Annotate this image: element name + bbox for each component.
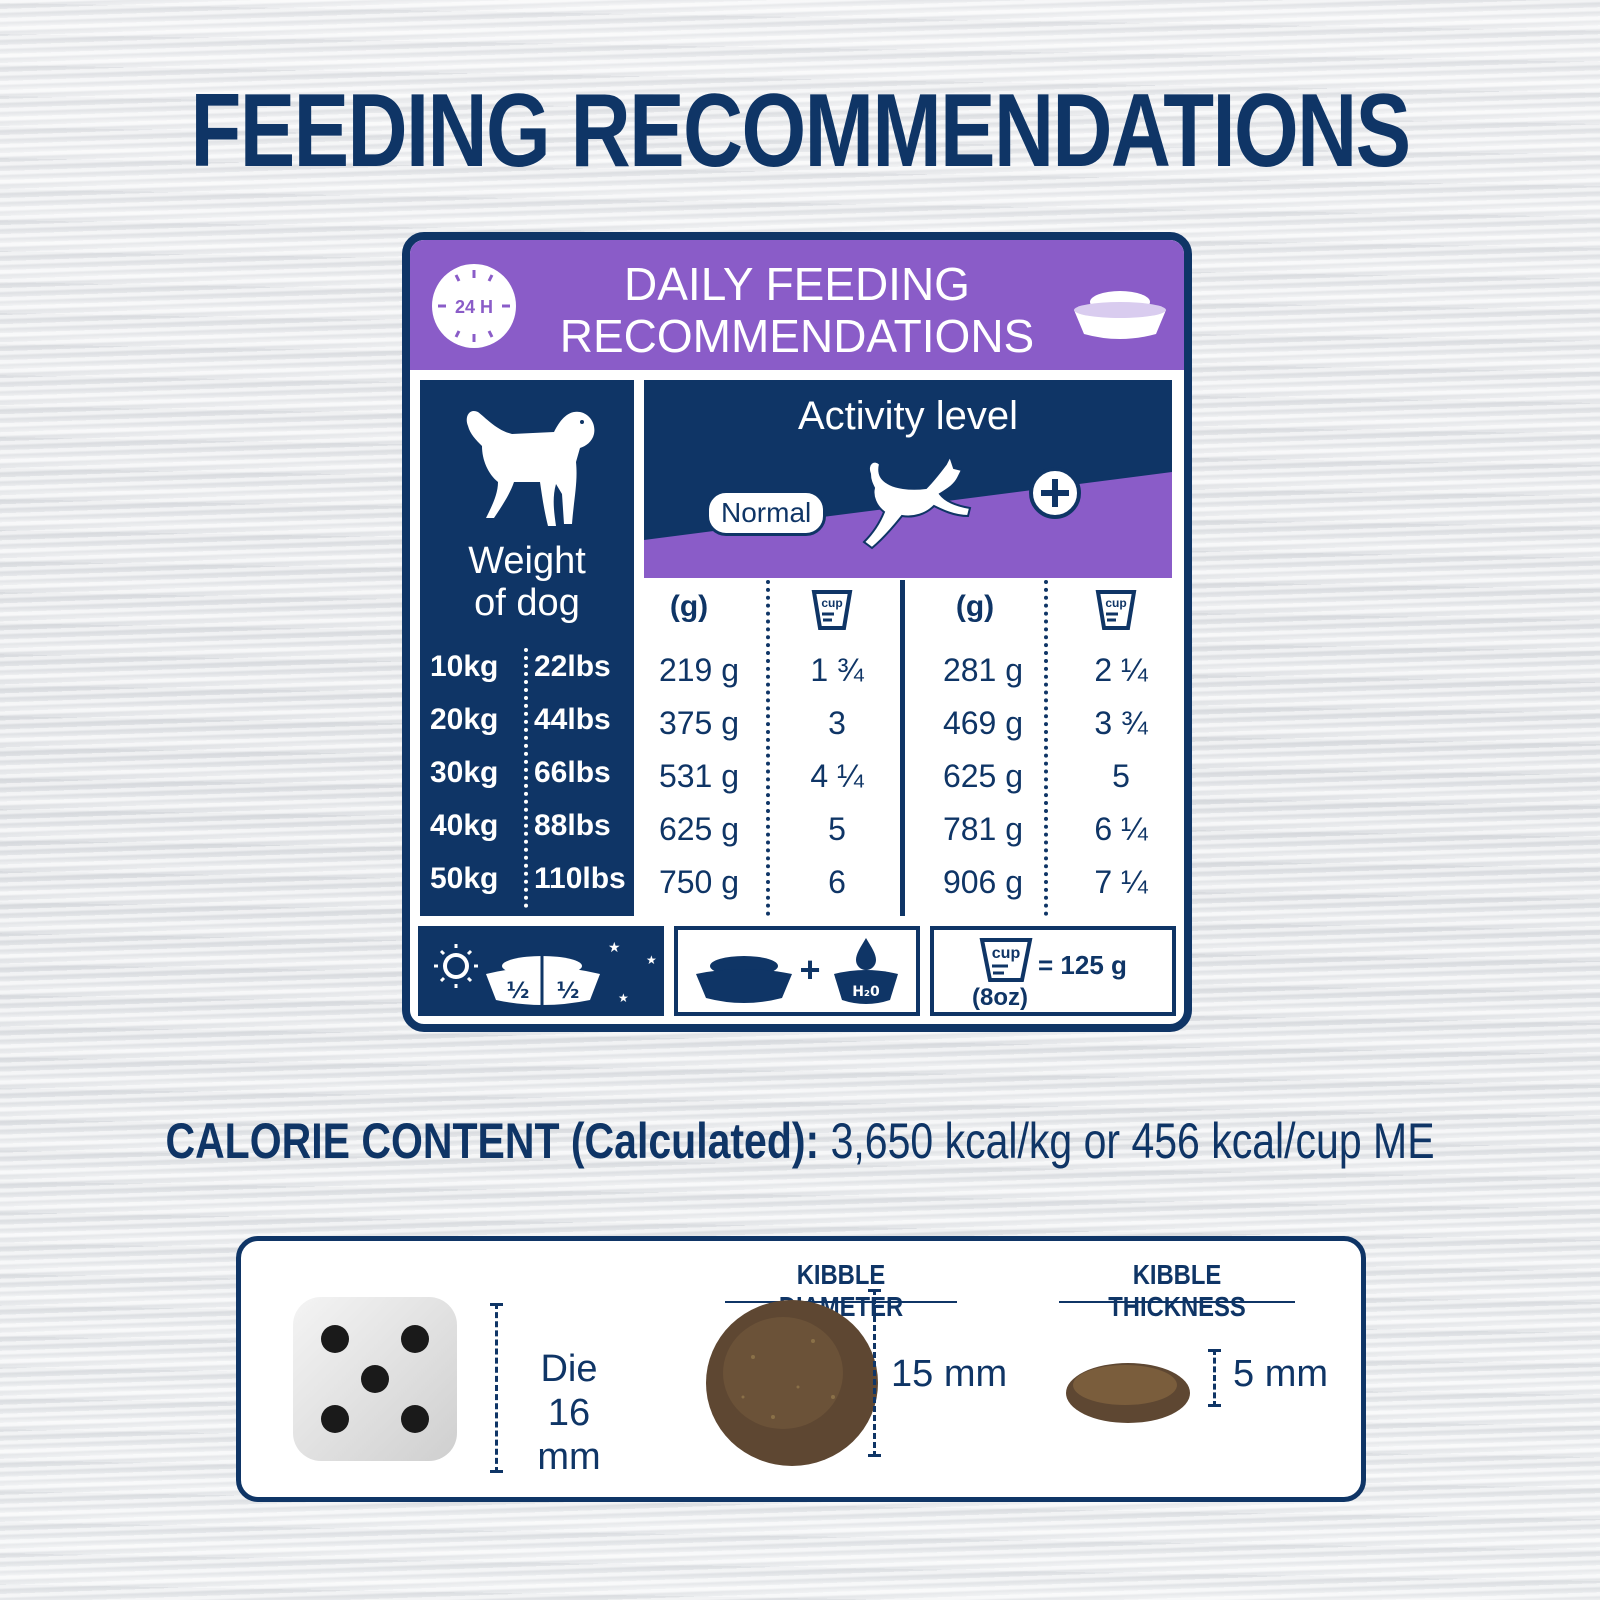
cell-plus-cup: 7 ¼: [1094, 864, 1148, 900]
cup-icon-text: cup: [1105, 596, 1126, 610]
footer-food-plus-water: + H₂0: [674, 926, 920, 1016]
weight-lbs: 66lbs: [534, 756, 611, 789]
card-title: DAILY FEEDING RECOMMENDATIONS: [410, 258, 1184, 362]
svg-text:★: ★: [608, 940, 621, 956]
weight-kg: 30kg: [430, 756, 499, 789]
thickness-measure-line: [1208, 1349, 1221, 1407]
column-divider: [1044, 580, 1048, 916]
kibble-thickness-value: 5 mm: [1233, 1353, 1328, 1395]
kibble-diameter-value: 15 mm: [891, 1353, 1008, 1395]
diameter-measure-line: [868, 1289, 881, 1457]
footer-split-meals: ½ ½ ★ ★ ★: [418, 926, 664, 1016]
clock-24h-icon: 24 H: [432, 264, 516, 348]
weight-row: 40kg 88lbs: [420, 801, 634, 855]
cell-normal-cup: 3: [828, 705, 846, 741]
col-header-normal-grams: (g): [669, 590, 709, 623]
cell-plus-cup: 5: [1112, 758, 1130, 794]
die-icon: [293, 1297, 457, 1461]
cell-normal-cup: 5: [828, 811, 846, 847]
kibble-round-icon: [706, 1300, 878, 1466]
weight-kg: 50kg: [430, 862, 499, 895]
cup-icon: cup: [1095, 590, 1137, 630]
weight-divider: [524, 648, 528, 908]
cup-icon-text: cup: [821, 596, 842, 610]
food-bowl-icon: [1074, 291, 1166, 339]
weight-lbs: 88lbs: [534, 809, 611, 842]
cell-normal-g: 750 g: [658, 864, 740, 900]
card-header: 24 H DAILY FEEDING RECOMMENDATIONS: [410, 240, 1184, 370]
col-header-plus-grams: (g): [955, 590, 995, 623]
card-title-line1: DAILY FEEDING: [624, 258, 970, 310]
weight-row: 20kg 44lbs: [420, 695, 634, 749]
kibble-flat-icon: [1066, 1363, 1190, 1423]
daily-feeding-card: 24 H DAILY FEEDING RECOMMENDATIONS Weigh…: [402, 232, 1192, 1032]
weight-kg: 20kg: [430, 703, 499, 736]
plus-activity-icon: [1029, 467, 1081, 519]
calorie-value: 3,650 kcal/kg or 456 kcal/cup ME: [830, 1113, 1435, 1169]
half-label-left: ½: [507, 979, 530, 1004]
die-label: Die 16 mm: [519, 1347, 619, 1479]
column-divider: [766, 580, 770, 916]
cell-plus-cup: 6 ¼: [1094, 811, 1148, 847]
kibble-thickness-label: KIBBLE THICKNESS: [1108, 1259, 1246, 1322]
activity-title: Activity level: [797, 394, 1019, 438]
calorie-label: CALORIE CONTENT (Calculated):: [165, 1113, 820, 1169]
column-divider: [900, 580, 905, 916]
cup-icon-text: cup: [992, 945, 1021, 962]
plus-sign: +: [799, 949, 820, 990]
weight-column: Weight of dog 10kg 22lbs 20kg 44lbs 30kg…: [420, 380, 634, 916]
bowl-plus-water-icon: + H₂0: [696, 938, 898, 1004]
page-title: FEEDING RECOMMENDATIONS: [190, 73, 1412, 189]
cell-plus-cup: 3 ¾: [1094, 705, 1148, 741]
cell-plus-g: 781 g: [942, 811, 1024, 847]
half-label-right: ½: [557, 979, 580, 1004]
die-label-line2: 16 mm: [537, 1392, 601, 1478]
footer-cup-measure: cup = 125 g (8oz): [930, 926, 1176, 1016]
cell-plus-g: 625 g: [942, 758, 1024, 794]
weight-lbs: 44lbs: [534, 703, 611, 736]
kibble-size-box: Die 16 mm KIBBLE DIAMETER 15 mm KIBBLE T…: [236, 1236, 1366, 1502]
cell-plus-g: 281 g: [942, 652, 1024, 688]
day-night-bowls-icon: ½ ½ ★ ★ ★: [434, 934, 657, 1010]
svg-text:★: ★: [646, 953, 657, 967]
svg-text:★: ★: [618, 991, 629, 1005]
dog-standing-icon: [466, 410, 595, 526]
cell-normal-cup: 4 ¼: [810, 758, 864, 794]
cup-equals-label: = 125 g: [1038, 950, 1127, 980]
die-label-line1: Die: [540, 1348, 598, 1390]
water-label: H₂0: [852, 984, 880, 1000]
weight-kg: 40kg: [430, 809, 499, 842]
cell-normal-g: 531 g: [658, 758, 740, 794]
weight-label-line2: of dog: [474, 582, 580, 624]
cell-normal-cup: 6: [828, 864, 846, 900]
activity-level-box: Activity level Normal: [644, 380, 1172, 578]
running-dog-icon: [862, 454, 972, 550]
cup-icon: cup: [979, 938, 1033, 982]
weight-kg: 10kg: [430, 650, 499, 683]
weight-lbs: 110lbs: [534, 862, 626, 895]
cup-oz-label: (8oz): [972, 984, 1028, 1011]
cell-normal-g: 219 g: [658, 652, 740, 688]
cell-plus-g: 469 g: [942, 705, 1024, 741]
clock-label: 24 H: [455, 297, 493, 317]
kibble-diameter-underline: [725, 1301, 957, 1303]
weight-row: 30kg 66lbs: [420, 748, 634, 802]
weight-row: 50kg 110lbs: [420, 854, 634, 908]
weight-lbs: 22lbs: [534, 650, 611, 683]
cell-normal-g: 625 g: [658, 811, 740, 847]
die-measure-line: [490, 1303, 503, 1473]
weight-row: 10kg 22lbs: [420, 642, 634, 696]
cell-normal-cup: 1 ¾: [810, 652, 864, 688]
weight-label: Weight of dog: [420, 540, 634, 624]
card-title-line2: RECOMMENDATIONS: [559, 310, 1035, 362]
kibble-thickness-underline: [1059, 1301, 1295, 1303]
cell-normal-g: 375 g: [658, 705, 740, 741]
cell-plus-g: 906 g: [942, 864, 1024, 900]
weight-label-line1: Weight: [468, 540, 586, 582]
calorie-content: CALORIE CONTENT (Calculated): 3,650 kcal…: [144, 1112, 1456, 1170]
activity-normal-badge: Normal: [706, 490, 827, 536]
cell-plus-cup: 2 ¼: [1094, 652, 1148, 688]
cup-icon: cup: [811, 590, 853, 630]
